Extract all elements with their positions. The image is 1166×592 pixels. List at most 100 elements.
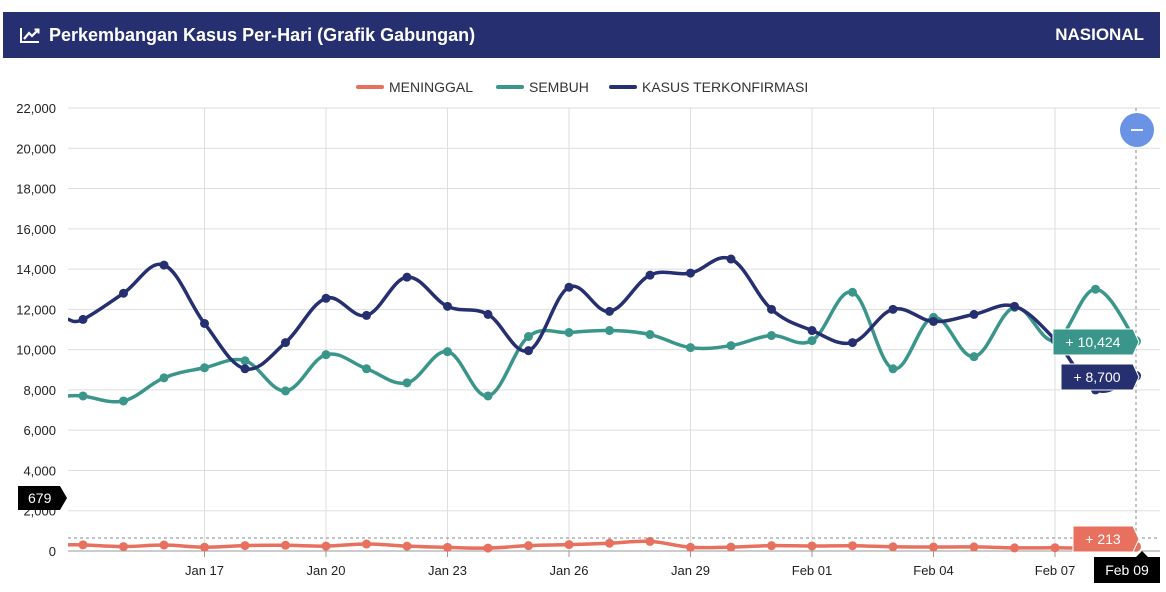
data-point[interactable]	[281, 540, 290, 550]
x-tick-label: Jan 29	[671, 563, 710, 578]
data-point[interactable]	[524, 332, 533, 342]
series-line-sembuh	[67, 287, 1138, 404]
data-point[interactable]	[969, 352, 979, 362]
data-point[interactable]	[807, 326, 817, 336]
data-point[interactable]	[402, 541, 412, 551]
data-point[interactable]	[686, 542, 695, 552]
data-point[interactable]	[1050, 543, 1060, 553]
data-point[interactable]	[78, 391, 88, 401]
data-point[interactable]	[240, 541, 250, 551]
data-point[interactable]	[78, 540, 88, 550]
x-tick-label: Jan 23	[428, 563, 467, 578]
data-point[interactable]	[483, 543, 493, 553]
series-line-kasus-terkonfirmasi	[67, 255, 1137, 394]
legend-item-kasus-terkonfirmasi[interactable]: KASUS TERKONFIRMASI	[609, 79, 808, 95]
legend-item-meninggal[interactable]: MENINGGAL	[356, 79, 473, 95]
data-point[interactable]	[119, 542, 128, 552]
data-point[interactable]	[848, 541, 857, 551]
legend-item-sembuh[interactable]: SEMBUH	[496, 79, 589, 95]
data-point[interactable]	[200, 318, 209, 328]
data-point[interactable]	[159, 373, 169, 383]
value-badge-text: + 213	[1085, 531, 1121, 547]
data-point[interactable]	[605, 538, 614, 548]
data-point[interactable]	[888, 364, 898, 374]
data-point[interactable]	[443, 347, 452, 357]
data-point[interactable]	[362, 364, 371, 374]
data-point[interactable]	[119, 288, 128, 298]
y-tick-label: 22,000	[16, 101, 56, 116]
data-point[interactable]	[564, 540, 574, 550]
data-point[interactable]	[321, 350, 331, 360]
data-point[interactable]	[78, 314, 88, 324]
data-point[interactable]	[645, 536, 655, 546]
data-point[interactable]	[281, 338, 290, 348]
data-point[interactable]	[929, 316, 938, 326]
data-point[interactable]	[686, 268, 695, 278]
data-point[interactable]	[807, 336, 817, 346]
data-point[interactable]	[524, 541, 533, 551]
data-point[interactable]	[402, 378, 412, 388]
data-point[interactable]	[726, 341, 736, 351]
data-point[interactable]	[200, 542, 209, 552]
data-point[interactable]	[524, 346, 533, 356]
series-kasus-terkonfirmasi	[67, 254, 1143, 395]
data-point[interactable]	[969, 309, 979, 319]
data-point[interactable]	[159, 540, 169, 550]
data-point[interactable]	[686, 343, 695, 353]
x-readout-badge: Feb 09	[1094, 551, 1160, 583]
data-point[interactable]	[929, 542, 938, 552]
data-point[interactable]	[321, 541, 331, 551]
value-badge-bg	[1052, 328, 1140, 356]
value-badge-sembuh: + 10,424	[1052, 328, 1140, 356]
data-point[interactable]	[443, 542, 452, 552]
data-point[interactable]	[1091, 284, 1100, 294]
data-point[interactable]	[240, 364, 250, 374]
x-tick-label: Feb 01	[792, 563, 832, 578]
data-point[interactable]	[483, 309, 493, 319]
zoom-out-button[interactable]	[1120, 113, 1154, 147]
data-point[interactable]	[848, 338, 857, 348]
y-tick-label: 10,000	[16, 343, 56, 358]
data-point[interactable]	[281, 386, 290, 396]
data-point[interactable]	[969, 542, 979, 552]
data-point[interactable]	[159, 260, 169, 270]
data-point[interactable]	[767, 541, 776, 551]
data-point[interactable]	[240, 356, 250, 366]
data-point[interactable]	[767, 304, 776, 314]
data-point[interactable]	[726, 542, 736, 552]
data-point[interactable]	[605, 306, 614, 316]
header-title-group: Perkembangan Kasus Per-Hari (Grafik Gabu…	[19, 12, 475, 58]
data-point[interactable]	[321, 293, 331, 303]
y-tick-label: 4,000	[23, 463, 56, 478]
data-point[interactable]	[443, 301, 452, 311]
data-point[interactable]	[888, 304, 898, 314]
data-point[interactable]	[200, 363, 209, 373]
data-point[interactable]	[1010, 301, 1019, 311]
data-point[interactable]	[119, 396, 128, 406]
data-point[interactable]	[362, 310, 371, 320]
data-point[interactable]	[483, 391, 493, 401]
data-point[interactable]	[848, 287, 857, 297]
value-badge-text: + 10,424	[1066, 334, 1121, 350]
data-point[interactable]	[402, 272, 412, 282]
data-point[interactable]	[767, 331, 776, 341]
y-tick-label: 14,000	[16, 262, 56, 277]
page-title: Perkembangan Kasus Per-Hari (Grafik Gabu…	[49, 24, 476, 45]
data-point[interactable]	[564, 328, 574, 338]
y-tick-label: 20,000	[16, 141, 56, 156]
data-point[interactable]	[888, 542, 898, 552]
data-point[interactable]	[564, 282, 574, 292]
data-point[interactable]	[362, 539, 371, 549]
crosshair: 679 Feb 09 + 10,424 + 8,700 + 213	[18, 108, 1160, 583]
x-tick-label: Jan 17	[185, 563, 224, 578]
data-point[interactable]	[605, 326, 614, 336]
x-tick-label: Feb 04	[913, 563, 953, 578]
data-point[interactable]	[645, 330, 655, 340]
data-point[interactable]	[726, 254, 736, 264]
data-point[interactable]	[645, 270, 655, 280]
data-point[interactable]	[807, 541, 817, 551]
x-readout-text: Feb 09	[1105, 562, 1149, 578]
region-label[interactable]: NASIONAL	[1055, 25, 1144, 44]
data-point[interactable]	[1010, 543, 1019, 553]
